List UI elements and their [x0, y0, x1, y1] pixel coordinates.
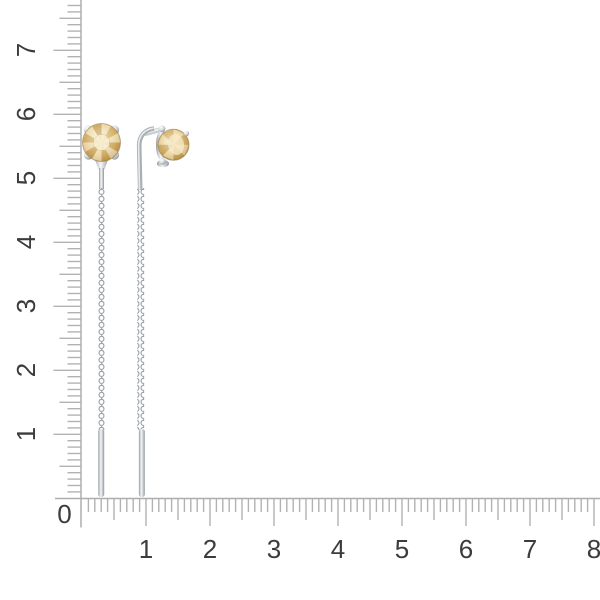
horizontal-ruler	[55, 497, 600, 526]
earring-left	[82, 123, 121, 497]
v-ruler-label: 4	[11, 235, 41, 250]
v-ruler-label: 6	[11, 107, 41, 122]
earring-right	[136, 125, 190, 497]
drop-bar-left	[98, 429, 105, 497]
horizontal-ruler-ticks	[87, 498, 595, 526]
prong-icon	[183, 130, 190, 137]
vertical-ruler-ticks	[53, 4, 81, 493]
ruler-origin-label: 0	[57, 498, 72, 529]
h-ruler-label: 6	[458, 534, 474, 564]
threader-hook-highlight	[137, 127, 154, 191]
vertical-ruler	[53, 0, 82, 528]
prong-icon	[159, 158, 166, 165]
h-ruler-label: 4	[330, 534, 346, 564]
v-ruler-label: 3	[11, 299, 41, 314]
drop-bar-right	[138, 429, 145, 497]
v-ruler-label: 1	[11, 427, 41, 442]
threader-hook	[136, 126, 155, 191]
h-ruler-label: 1	[138, 534, 154, 564]
h-ruler-label: 7	[522, 534, 538, 564]
v-ruler-label: 5	[11, 171, 41, 186]
h-ruler-label: 8	[586, 534, 600, 564]
v-ruler-label: 7	[11, 43, 41, 58]
chain-left	[98, 188, 106, 430]
gemstone-right	[157, 128, 190, 161]
stud-post	[99, 168, 104, 189]
chain-right	[137, 188, 145, 430]
gemstone-left	[82, 123, 121, 162]
v-ruler-label: 2	[11, 363, 41, 378]
h-ruler-label: 2	[202, 534, 218, 564]
h-ruler-label: 3	[266, 534, 282, 564]
prong-icon	[158, 125, 166, 133]
h-ruler-label: 5	[394, 534, 410, 564]
